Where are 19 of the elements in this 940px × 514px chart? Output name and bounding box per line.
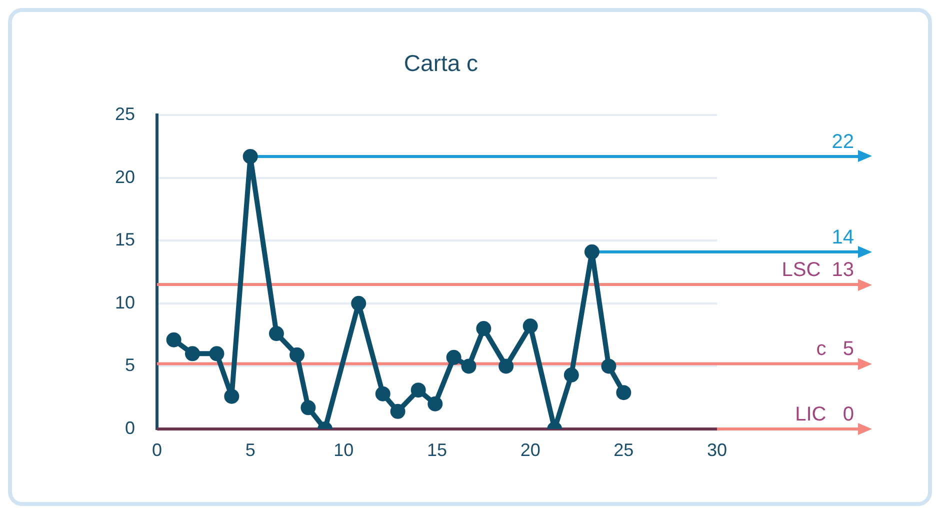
y-tick-label: 25 xyxy=(114,104,135,124)
x-tick-label: 20 xyxy=(520,440,540,460)
ref-line-label: LSC 13 xyxy=(782,259,854,282)
y-tick-label: 10 xyxy=(114,292,135,312)
y-tick-label: 15 xyxy=(114,230,135,250)
x-tick-label: 30 xyxy=(706,440,728,460)
y-tick-label: 5 xyxy=(124,355,135,376)
annotation: 14 xyxy=(832,226,854,248)
y-tick-label: 0 xyxy=(124,418,135,438)
annotation: 22 xyxy=(832,130,854,153)
x-tick-label: 10 xyxy=(334,440,354,460)
chart-title: Carta c xyxy=(404,50,478,77)
x-tick-label: 15 xyxy=(426,440,448,460)
ref-line-label: LIC 0 xyxy=(795,404,854,426)
x-tick-label: 0 xyxy=(152,440,162,460)
x-tick-label: 25 xyxy=(614,440,634,460)
ref-line-label: c 5 xyxy=(816,338,854,360)
x-tick-label: 5 xyxy=(245,440,256,460)
y-tick-label: 20 xyxy=(114,166,135,187)
